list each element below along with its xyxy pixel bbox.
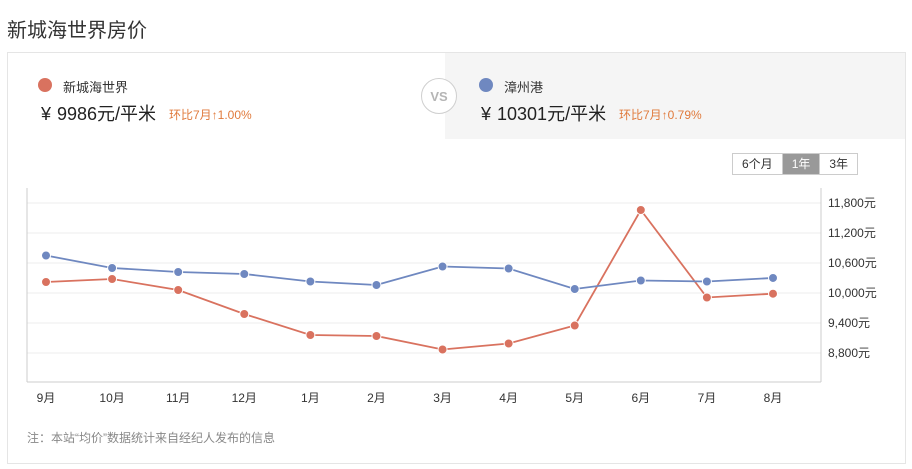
compare-left: 新城海世界 ¥9986元/平米 环比7月↑1.00%: [8, 53, 445, 139]
data-point: [239, 269, 250, 279]
price-value: 10301元/平米: [497, 104, 607, 124]
data-point: [701, 276, 712, 287]
series-right-change: 环比7月↑0.79%: [619, 108, 702, 122]
currency-symbol: ¥: [481, 104, 492, 124]
data-point: [173, 267, 184, 277]
data-point: [503, 263, 514, 274]
data-point: [305, 276, 316, 287]
currency-symbol: ¥: [41, 104, 52, 124]
data-point: [503, 338, 514, 349]
vs-badge: VS: [421, 78, 457, 114]
x-tick-label: 6月: [631, 391, 650, 405]
compare-right: 漳州港 ¥10301元/平米 环比7月↑0.79%: [445, 53, 905, 139]
x-tick-label: 2月: [367, 391, 386, 405]
data-point: [569, 284, 580, 294]
price-value: 9986元/平米: [57, 104, 157, 124]
x-tick-label: 11月: [166, 391, 190, 405]
x-tick-label: 7月: [698, 391, 717, 405]
x-tick-label: 3月: [433, 391, 452, 405]
data-point: [173, 285, 184, 295]
y-tick-label: 8,800元: [828, 346, 870, 360]
x-tick-label: 12月: [232, 391, 257, 405]
data-point: [635, 205, 646, 215]
y-tick-label: 10,600元: [828, 256, 877, 270]
series-left-name: 新城海世界: [63, 80, 129, 95]
y-tick-label: 10,000元: [828, 286, 877, 300]
data-point: [635, 275, 646, 286]
time-range-tabs: 6个月 1年 3年: [732, 153, 859, 175]
tab-6-months[interactable]: 6个月: [733, 154, 783, 174]
series-right-color-dot: [479, 78, 493, 92]
series-left-change: 环比7月↑1.00%: [169, 108, 252, 122]
series-left-price: ¥9986元/平米: [41, 100, 156, 126]
price-line-chart: 8,800元 9,400元 10,000元 10,600元 11,200元 11,800元…: [26, 188, 877, 405]
data-point: [107, 263, 118, 273]
data-point: [569, 320, 580, 331]
data-point: [437, 261, 448, 272]
footnote: 注：本站“均价”数据统计来自经纪人发布的信息: [27, 431, 275, 445]
price-panel: 新城海世界 ¥9986元/平米 环比7月↑1.00% 漳州港 ¥10301元/平…: [7, 52, 906, 464]
data-point: [768, 272, 778, 283]
tab-1-year[interactable]: 1年: [782, 154, 821, 174]
data-point: [41, 250, 51, 261]
series-right-price: ¥10301元/平米: [481, 100, 606, 126]
y-tick-label: 11,800元: [828, 196, 876, 210]
x-tick-label: 10月: [99, 391, 124, 405]
data-point: [768, 288, 778, 299]
page-title: 新城海世界房价: [7, 20, 147, 42]
x-tick-label: 5月: [565, 391, 584, 405]
series-line-left: [45, 208, 774, 351]
x-tick-label: 4月: [499, 391, 518, 405]
data-point: [305, 330, 316, 340]
x-tick-label: 9月: [37, 391, 56, 405]
y-tick-label: 11,200元: [828, 226, 876, 240]
x-tick-label: 1月: [301, 391, 320, 405]
data-point: [701, 292, 712, 303]
data-point: [107, 274, 118, 284]
comparison-header: 新城海世界 ¥9986元/平米 环比7月↑1.00% 漳州港 ¥10301元/平…: [8, 53, 905, 139]
data-point: [41, 277, 51, 287]
data-point: [239, 309, 250, 319]
x-tick-label: 8月: [764, 391, 783, 405]
data-point: [437, 344, 448, 355]
data-point: [371, 331, 382, 341]
tab-3-years[interactable]: 3年: [820, 154, 858, 174]
series-line-right: [45, 254, 774, 290]
series-left-color-dot: [38, 78, 52, 92]
y-tick-label: 9,400元: [828, 316, 870, 330]
series-right-name: 漳州港: [504, 80, 544, 95]
data-point: [371, 280, 382, 290]
